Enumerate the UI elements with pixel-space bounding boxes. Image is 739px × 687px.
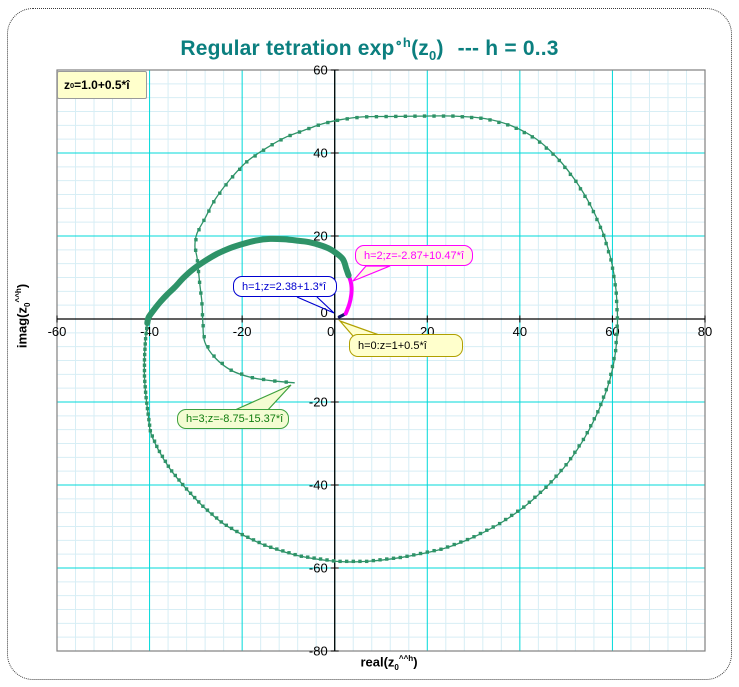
title-text: Regular tetration exp [180,37,395,60]
series-segment-h2-h3-dotted [142,114,620,564]
x-tick-label: -40 [140,324,159,339]
x-axis-label: real(z0^^h) [360,654,418,672]
y-tick-label: -40 [309,478,328,493]
y-tick-label: -60 [309,561,328,576]
title-superscript: ∘h [394,35,412,50]
axes [57,70,705,651]
title-arg-open: (z [411,37,429,60]
title-range: --- h = 0..3 [457,37,559,60]
series-segment-h2-h3-dense [144,235,352,327]
x-tick-label: 0 [327,324,334,339]
callout-h3: h=3;z=-8.75-15.37*î [177,409,289,429]
chart-title: Regular tetration exp∘h(z0) --- h = 0..3 [8,35,731,63]
x-tick-label: -20 [233,324,252,339]
callout-h1: h=1;z=2.38+1.3*î [233,276,337,297]
y-tick-label: 40 [313,146,327,161]
x-tick-label: 40 [513,324,527,339]
plot-border [56,69,706,652]
series-segment-h1-h2 [343,273,354,316]
callout-h0: h=0:z=1+0.5*î [349,334,463,357]
y-tick-label: 0 [320,305,327,320]
y-tick-label: -20 [309,395,328,410]
callout-h2: h=2;z=-2.87+10.47*î [355,245,473,266]
y-tick-label: 60 [313,63,327,78]
x-tick-label: 80 [698,324,712,339]
grid-minor [57,70,705,651]
z0-info-box: z 0 =1.0+0.5*î [57,71,147,99]
x-tick-label: -60 [48,324,67,339]
callout-tails [234,265,391,413]
title-subscript: 0 [428,48,437,64]
title-arg-close: ) [436,37,444,60]
y-tick-label: -80 [309,644,328,659]
y-tick-label: 20 [313,229,327,244]
